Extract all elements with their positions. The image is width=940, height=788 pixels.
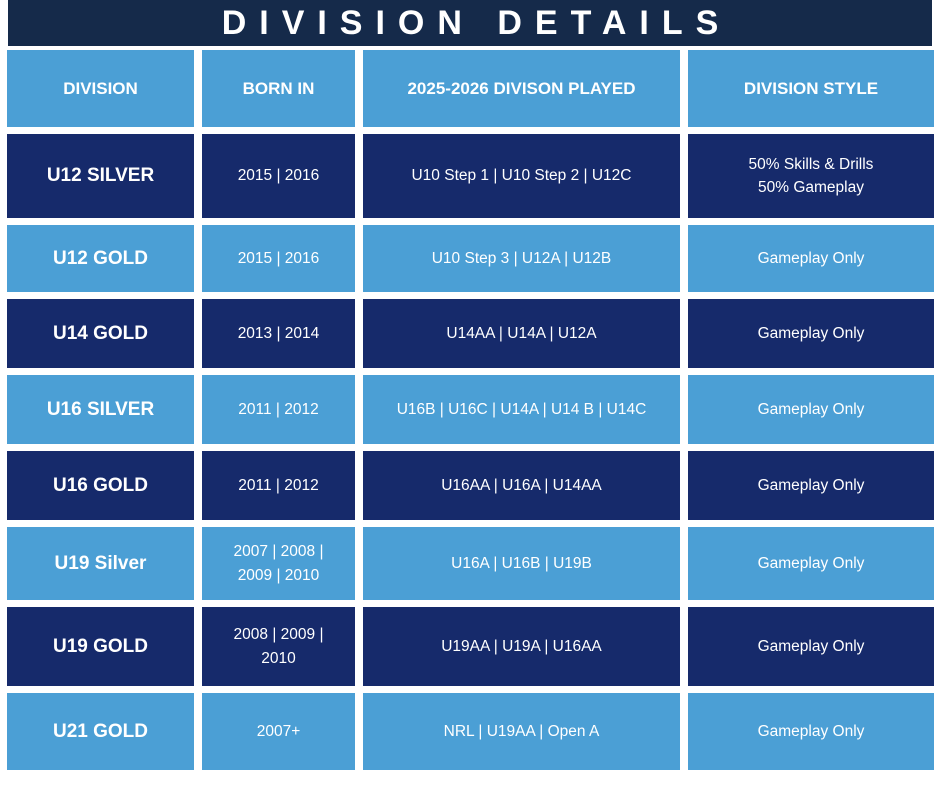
born-in-cell: 2011 | 2012 xyxy=(202,451,355,520)
header-division-played: 2025-2026 DIVISON PLAYED xyxy=(363,50,680,127)
title-bar: DIVISION DETAILS xyxy=(8,0,932,46)
division-style-cell: Gameplay Only xyxy=(688,299,934,368)
division-style-cell: Gameplay Only xyxy=(688,375,934,444)
division-name-cell: U21 GOLD xyxy=(7,693,194,770)
born-in-cell: 2013 | 2014 xyxy=(202,299,355,368)
division-played-cell: U16AA | U16A | U14AA xyxy=(363,451,680,520)
division-played-cell: U10 Step 1 | U10 Step 2 | U12C xyxy=(363,134,680,218)
header-division: DIVISION xyxy=(7,50,194,127)
division-name-cell: U19 Silver xyxy=(7,527,194,600)
page-title: DIVISION DETAILS xyxy=(221,4,732,42)
header-born-in: BORN IN xyxy=(202,50,355,127)
division-name-cell: U16 SILVER xyxy=(7,375,194,444)
division-played-cell: NRL | U19AA | Open A xyxy=(363,693,680,770)
born-in-cell: 2007+ xyxy=(202,693,355,770)
division-table: DIVISION BORN IN 2025-2026 DIVISON PLAYE… xyxy=(7,50,934,770)
born-in-cell: 2015 | 2016 xyxy=(202,225,355,292)
division-played-cell: U16A | U16B | U19B xyxy=(363,527,680,600)
header-division-style: DIVISION STYLE xyxy=(688,50,934,127)
division-style-cell: Gameplay Only xyxy=(688,225,934,292)
division-style-cell: Gameplay Only xyxy=(688,451,934,520)
division-style-cell: 50% Skills & Drills 50% Gameplay xyxy=(688,134,934,218)
born-in-cell: 2011 | 2012 xyxy=(202,375,355,444)
division-name-cell: U19 GOLD xyxy=(7,607,194,686)
division-played-cell: U14AA | U14A | U12A xyxy=(363,299,680,368)
born-in-cell: 2007 | 2008 | 2009 | 2010 xyxy=(202,527,355,600)
division-style-cell: Gameplay Only xyxy=(688,527,934,600)
born-in-cell: 2008 | 2009 | 2010 xyxy=(202,607,355,686)
division-played-cell: U16B | U16C | U14A | U14 B | U14C xyxy=(363,375,680,444)
division-played-cell: U10 Step 3 | U12A | U12B xyxy=(363,225,680,292)
born-in-cell: 2015 | 2016 xyxy=(202,134,355,218)
division-name-cell: U12 SILVER xyxy=(7,134,194,218)
division-style-cell: Gameplay Only xyxy=(688,693,934,770)
division-name-cell: U12 GOLD xyxy=(7,225,194,292)
division-name-cell: U16 GOLD xyxy=(7,451,194,520)
division-style-cell: Gameplay Only xyxy=(688,607,934,686)
division-name-cell: U14 GOLD xyxy=(7,299,194,368)
division-played-cell: U19AA | U19A | U16AA xyxy=(363,607,680,686)
